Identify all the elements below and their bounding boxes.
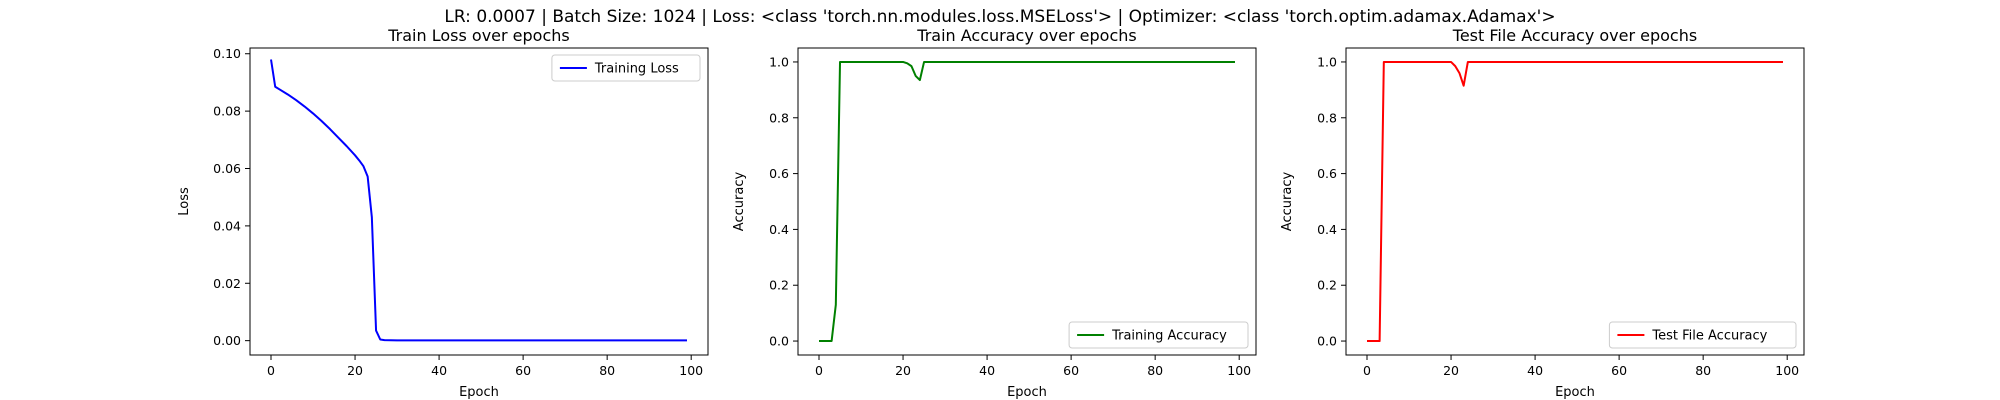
y-axis-label: Accuracy (1280, 172, 1295, 232)
x-tick-label: 80 (599, 363, 615, 378)
x-tick-label: 60 (515, 363, 531, 378)
y-tick-label: 0.0 (769, 334, 789, 349)
legend: Training Loss (551, 54, 701, 82)
y-tick-label: 0.10 (213, 46, 241, 61)
y-tick-label: 1.0 (769, 54, 789, 69)
axes-frame (1345, 47, 1805, 356)
series-line-1 (1367, 60, 1783, 343)
x-tick-label: 100 (1227, 363, 1251, 378)
legend-label: Training Loss (594, 62, 679, 77)
x-tick-label: 100 (1775, 363, 1799, 378)
y-tick-label: 0.06 (213, 161, 241, 176)
legend: Training Accuracy (1068, 321, 1249, 349)
x-tick-label: 40 (1527, 363, 1543, 378)
y-tick-label: 0.8 (769, 110, 789, 125)
x-axis-label: Epoch (1555, 385, 1595, 400)
legend-box (1608, 321, 1797, 349)
x-tick-label: 20 (347, 363, 363, 378)
chart-title: Train Accuracy over epochs (916, 26, 1136, 45)
legend-box (551, 54, 701, 82)
x-tick-label: 80 (1147, 363, 1163, 378)
x-tick-label: 40 (431, 363, 447, 378)
chart-title: Train Loss over epochs (387, 26, 569, 45)
chart-title: Test File Accuracy over epochs (1452, 26, 1697, 45)
x-axis-label: Epoch (1007, 385, 1047, 400)
legend-label: Training Accuracy (1111, 329, 1227, 344)
chart-panel-3: Test File Accuracy over epochs 0 20 40 60 80 1… (1280, 26, 1805, 400)
y-tick-label: 0.6 (769, 166, 789, 181)
y-axis-label: Loss (177, 187, 192, 216)
x-tick-label: 60 (1611, 363, 1627, 378)
y-axis-label: Accuracy (732, 172, 747, 232)
y-tick-label: 0.2 (769, 278, 789, 293)
y-tick-label: 0.4 (1317, 222, 1337, 237)
x-tick-label: 20 (1443, 363, 1459, 378)
x-tick-label: 0 (1363, 363, 1371, 378)
axes-frame (249, 47, 709, 356)
legend: Test File Accuracy (1608, 321, 1797, 349)
y-tick-label: 0.2 (1317, 278, 1337, 293)
x-tick-label: 40 (979, 363, 995, 378)
y-tick-label: 0.0 (1317, 334, 1337, 349)
y-tick-label: 0.4 (769, 222, 789, 237)
chart-panel-2: Train Accuracy over epochs 0 20 40 60 80 100 0.… (732, 26, 1257, 400)
x-tick-label: 80 (1695, 363, 1711, 378)
y-tick-label: 0.04 (213, 218, 241, 233)
chart-panel-1: Train Loss over epochs 0 20 40 60 80 100 0.00 0.… (177, 26, 709, 400)
figure-suptitle: LR: 0.0007 | Batch Size: 1024 | Loss: <c… (444, 7, 1555, 27)
x-tick-label: 100 (679, 363, 703, 378)
x-tick-label: 20 (895, 363, 911, 378)
y-tick-label: 1.0 (1317, 54, 1337, 69)
y-tick-label: 0.6 (1317, 166, 1337, 181)
series-line-1 (270, 59, 687, 342)
legend-label: Test File Accuracy (1651, 329, 1767, 344)
y-tick-label: 0.02 (213, 276, 241, 291)
x-tick-label: 0 (815, 363, 823, 378)
y-tick-label: 0.8 (1317, 110, 1337, 125)
x-tick-label: 60 (1063, 363, 1079, 378)
y-tick-label: 0.00 (213, 333, 241, 348)
axes-frame (797, 47, 1257, 356)
x-axis-label: Epoch (459, 385, 499, 400)
y-tick-label: 0.08 (213, 104, 241, 119)
legend-box (1068, 321, 1249, 349)
x-tick-label: 0 (267, 363, 275, 378)
series-line-1 (819, 60, 1235, 343)
